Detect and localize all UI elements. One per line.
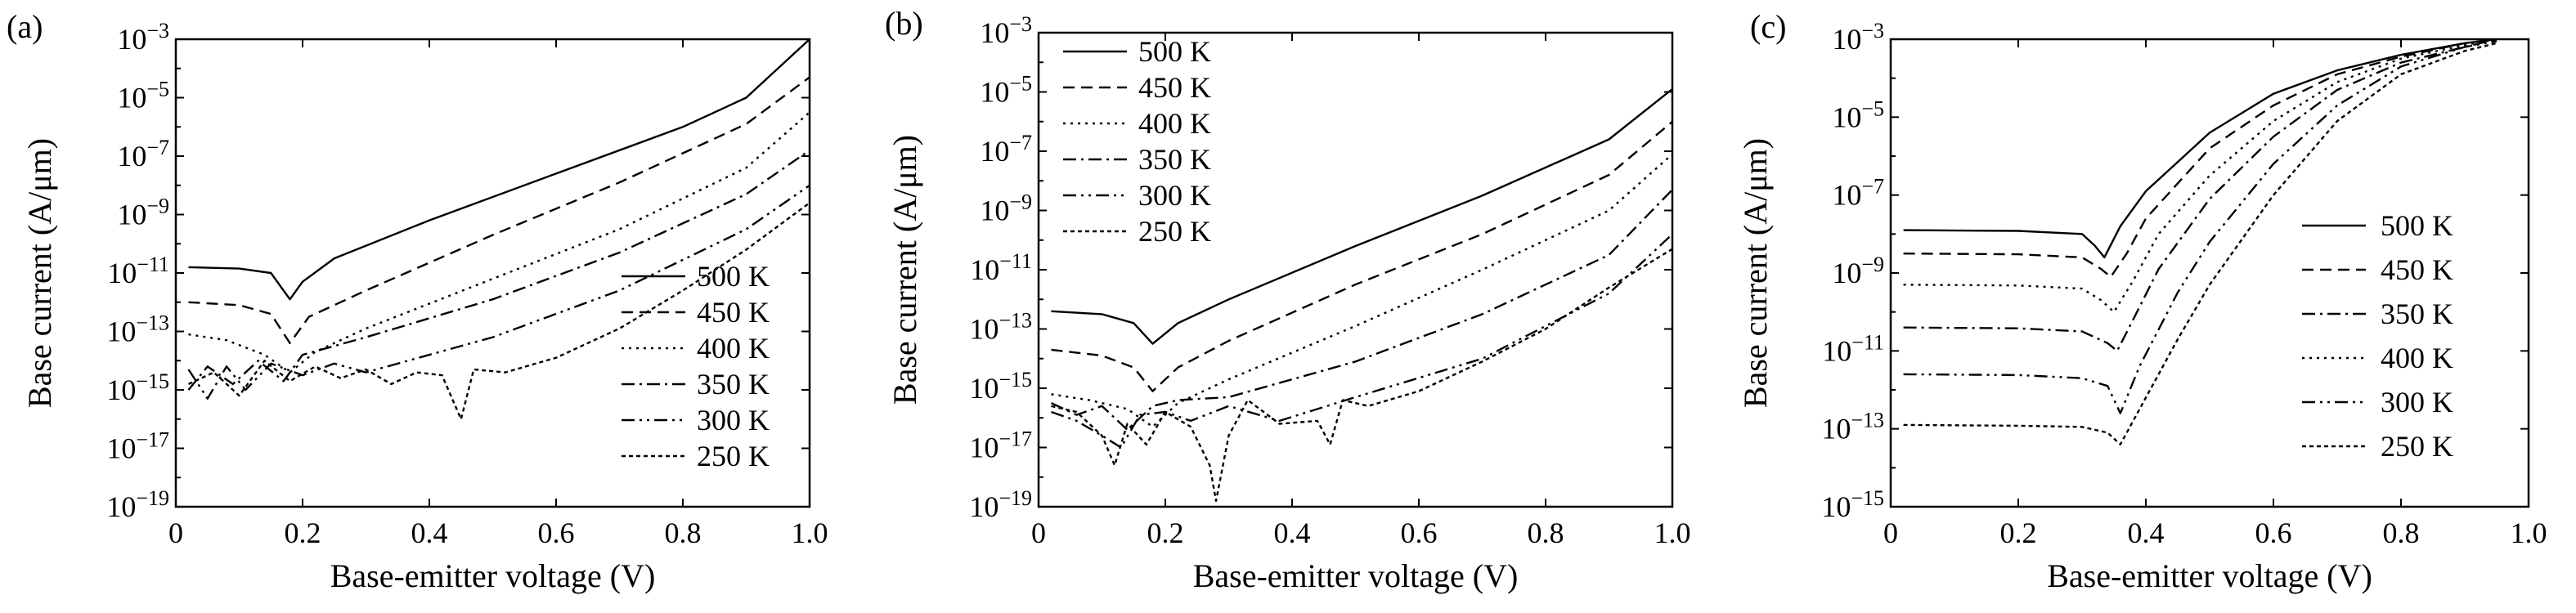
x-tick-label: 0.6 bbox=[538, 517, 575, 549]
y-tick-label: 10−15 bbox=[106, 369, 169, 406]
series-line-300k bbox=[1903, 40, 2497, 414]
x-tick-label: 0.6 bbox=[2255, 517, 2292, 549]
series-line-500k bbox=[1903, 39, 2497, 259]
series-line-400k bbox=[188, 111, 810, 374]
x-tick-label: 1.0 bbox=[1654, 517, 1691, 549]
x-tick-label: 0.8 bbox=[665, 517, 702, 549]
y-tick-label: 10−3 bbox=[1832, 19, 1884, 56]
y-tick-label: 10−11 bbox=[970, 249, 1032, 286]
y-tick-label: 10−15 bbox=[1821, 486, 1884, 523]
x-axis-label: Base-emitter voltage (V) bbox=[330, 557, 656, 594]
x-axis-label: Base-emitter voltage (V) bbox=[2047, 557, 2372, 594]
x-tick-label: 0.4 bbox=[411, 517, 448, 549]
y-tick-label: 10−19 bbox=[106, 486, 169, 523]
legend-entry: 300 K bbox=[2381, 386, 2453, 418]
panel-label: (c) bbox=[1750, 8, 1786, 45]
legend-entry: 300 K bbox=[1138, 179, 1211, 212]
y-tick-label: 10−9 bbox=[1832, 253, 1884, 289]
chart-panel-3: (c) 0 0.2 0.4 0.6 0.8 1.0 10−3 10−5 10−7 10−9 10−11… bbox=[1737, 8, 2547, 594]
series-line-500k bbox=[188, 39, 810, 301]
legend-entry: 400 K bbox=[1138, 107, 1211, 140]
legend-entry: 450 K bbox=[1138, 71, 1211, 104]
legend-entry: 400 K bbox=[697, 332, 770, 365]
legend-entry: 450 K bbox=[2381, 253, 2453, 286]
y-tick-label: 10−3 bbox=[980, 12, 1032, 49]
series-line-350k bbox=[187, 149, 810, 391]
x-tick-label: 0.4 bbox=[2128, 517, 2165, 549]
y-axis-label: Base current (A/μm) bbox=[21, 138, 58, 408]
x-tick-label: 0.6 bbox=[1401, 517, 1438, 549]
legend-entry: 300 K bbox=[697, 404, 770, 436]
x-tick-label: 0.2 bbox=[1147, 517, 1184, 549]
series-line-250k bbox=[187, 202, 810, 420]
y-tick-label: 10−17 bbox=[969, 427, 1032, 464]
legend-entry: 250 K bbox=[1138, 215, 1211, 248]
y-tick-label: 10−13 bbox=[106, 311, 169, 348]
y-tick-label: 10−19 bbox=[969, 486, 1032, 523]
y-tick-label: 10−15 bbox=[969, 368, 1032, 405]
series-line-500k bbox=[1051, 87, 1672, 345]
x-tick-label: 0.4 bbox=[1274, 517, 1311, 549]
x-axis-label: Base-emitter voltage (V) bbox=[1193, 557, 1519, 594]
legend: 500 K 450 K 350 K 400 K 300 K 250 K bbox=[2302, 209, 2453, 463]
x-tick-label: 0 bbox=[1883, 517, 1898, 549]
chart-panel-2: (b) 0 0.2 0.4 0.6 0.8 1.0 10−3 10−5 10−7 10−9 10−11… bbox=[885, 5, 1691, 594]
legend-entry: 500 K bbox=[697, 260, 770, 293]
y-tick-label: 10−9 bbox=[117, 195, 169, 231]
legend-entry: 250 K bbox=[2381, 430, 2453, 463]
panel-label: (b) bbox=[885, 5, 923, 42]
x-tick-label: 0 bbox=[168, 517, 183, 549]
legend-entry: 450 K bbox=[697, 296, 770, 329]
y-tick-label: 10−5 bbox=[980, 72, 1032, 109]
series-line-300k bbox=[187, 184, 810, 400]
x-tick-label: 0.8 bbox=[1528, 517, 1564, 549]
legend-entry: 500 K bbox=[2381, 209, 2453, 242]
y-tick-label: 10−7 bbox=[1832, 175, 1884, 212]
x-tick-label: 0.2 bbox=[285, 517, 321, 549]
x-tick-label: 1.0 bbox=[2511, 517, 2547, 549]
legend-entry: 350 K bbox=[2381, 298, 2453, 330]
series-line-400k bbox=[1903, 39, 2497, 313]
series-line-250k bbox=[1051, 248, 1672, 502]
legend-entry: 500 K bbox=[1138, 35, 1211, 68]
x-tick-label: 0 bbox=[1031, 517, 1046, 549]
legend-entry: 350 K bbox=[1138, 143, 1211, 176]
y-tick-label: 10−7 bbox=[117, 136, 169, 172]
legend-entry: 400 K bbox=[2381, 342, 2453, 374]
y-tick-label: 10−5 bbox=[117, 78, 169, 114]
y-axis-label: Base current (A/μm) bbox=[1737, 138, 1774, 408]
series-line-350k bbox=[1903, 39, 2497, 352]
legend-entry: 350 K bbox=[697, 368, 770, 400]
panel-label: (a) bbox=[7, 8, 43, 45]
y-tick-label: 10−11 bbox=[1822, 330, 1884, 367]
series-line-450k bbox=[188, 76, 810, 344]
x-tick-label: 1.0 bbox=[792, 517, 828, 549]
y-tick-label: 10−7 bbox=[980, 131, 1032, 168]
y-axis-label: Base current (A/μm) bbox=[886, 135, 923, 405]
plot-frame bbox=[1037, 31, 1674, 508]
y-tick-label: 10−9 bbox=[980, 190, 1032, 227]
legend-entry: 250 K bbox=[697, 440, 770, 472]
y-tick-label: 10−13 bbox=[1821, 409, 1884, 445]
series-line-250k bbox=[1903, 42, 2497, 445]
series-line-300k bbox=[1051, 233, 1672, 449]
y-tick-label: 10−5 bbox=[1832, 96, 1884, 133]
series-line-400k bbox=[1051, 153, 1672, 428]
x-tick-label: 0.8 bbox=[2383, 517, 2420, 549]
chart-panel-1: (a) 0 0.2 0.4 0.6 0.8 1.0 10−3 10−5 10−7 10−9 10−11… bbox=[7, 8, 828, 594]
y-tick-label: 10−17 bbox=[106, 428, 169, 465]
x-tick-label: 0.2 bbox=[2000, 517, 2037, 549]
y-tick-label: 10−3 bbox=[117, 19, 169, 56]
series-line-350k bbox=[1050, 189, 1672, 431]
y-tick-label: 10−13 bbox=[969, 309, 1032, 346]
y-tick-label: 10−11 bbox=[107, 253, 169, 289]
